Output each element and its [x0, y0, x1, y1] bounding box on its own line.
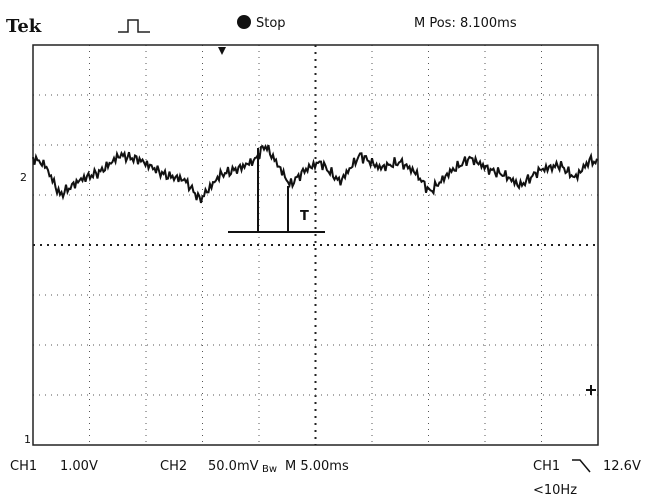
ch1-label: CH1 [10, 459, 37, 474]
trigger-level-marker [586, 385, 596, 395]
ch2-scale: 50.0mV [208, 459, 259, 474]
ch2-bandwidth: Bw [262, 464, 277, 475]
ch1-marker: 1 [24, 433, 31, 446]
trigger-position-marker [218, 47, 226, 55]
page: Tek Stop M Pos: 8.100ms 2 1 T CH1 1.00V … [0, 0, 653, 500]
trigger-level: 12.6V [603, 459, 641, 474]
run-status-icon [237, 15, 251, 29]
trigger-source: CH1 [533, 459, 560, 474]
ch2-label: CH2 [160, 459, 187, 474]
trigger-type-icon [118, 20, 150, 32]
oscilloscope-screen: Tek Stop M Pos: 8.100ms 2 1 T CH1 1.00V … [0, 0, 653, 500]
graticule [33, 45, 598, 445]
ch2-marker: 2 [20, 171, 27, 184]
horizontal-position: M Pos: 8.100ms [414, 16, 517, 31]
waveform-trace [33, 145, 597, 203]
ch1-scale: 1.00V [60, 459, 98, 474]
brand: Tek [6, 16, 42, 37]
trigger-frequency: <10Hz [533, 483, 577, 498]
timebase: M 5.00ms [285, 459, 349, 474]
annotation-label: T [300, 209, 309, 224]
trigger-slope-icon [572, 460, 590, 472]
run-status: Stop [256, 16, 286, 31]
